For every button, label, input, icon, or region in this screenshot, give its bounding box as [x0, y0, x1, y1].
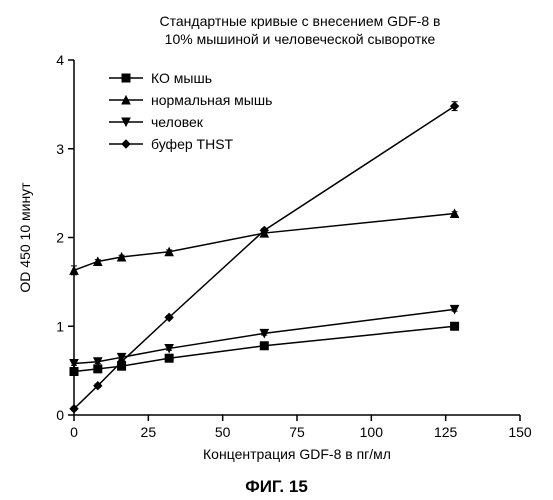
- chart-container: Стандартные кривые с внесением GDF-8 в10…: [0, 0, 553, 500]
- y-tick-label: 1: [56, 318, 64, 334]
- y-tick-label: 2: [56, 230, 64, 246]
- chart-title-line2: 10% мышиной и человеческой сыворотке: [165, 31, 436, 47]
- x-axis-label: Концентрация GDF-8 в пг/мл: [203, 446, 391, 462]
- x-tick-label: 25: [141, 424, 157, 440]
- legend-label: человек: [151, 114, 204, 130]
- marker-square: [165, 354, 173, 362]
- marker-square: [451, 322, 459, 330]
- legend-label: КО мышь: [151, 70, 212, 86]
- marker-triangle-up: [70, 266, 78, 274]
- legend-label: буфер THST: [151, 136, 234, 152]
- x-tick-label: 0: [70, 424, 78, 440]
- series-line: [74, 106, 455, 409]
- marker-diamond: [451, 102, 459, 110]
- marker-square: [122, 74, 130, 82]
- x-tick-label: 75: [289, 424, 305, 440]
- x-tick-label: 125: [434, 424, 458, 440]
- figure-label: ФИГ. 15: [245, 477, 308, 496]
- legend-label: нормальная мышь: [151, 92, 272, 108]
- x-tick-label: 150: [508, 424, 532, 440]
- series-line: [74, 214, 455, 271]
- chart-title-line1: Стандартные кривые с внесением GDF-8 в: [160, 13, 441, 29]
- y-axis-label: OD 450 10 минут: [17, 182, 33, 293]
- chart-svg: Стандартные кривые с внесением GDF-8 в10…: [0, 0, 553, 500]
- x-tick-label: 100: [360, 424, 384, 440]
- marker-square: [260, 342, 268, 350]
- y-tick-label: 4: [56, 52, 64, 68]
- y-tick-label: 3: [56, 141, 64, 157]
- x-tick-label: 50: [215, 424, 231, 440]
- marker-diamond: [122, 140, 130, 148]
- y-tick-label: 0: [56, 407, 64, 423]
- marker-square: [70, 368, 78, 376]
